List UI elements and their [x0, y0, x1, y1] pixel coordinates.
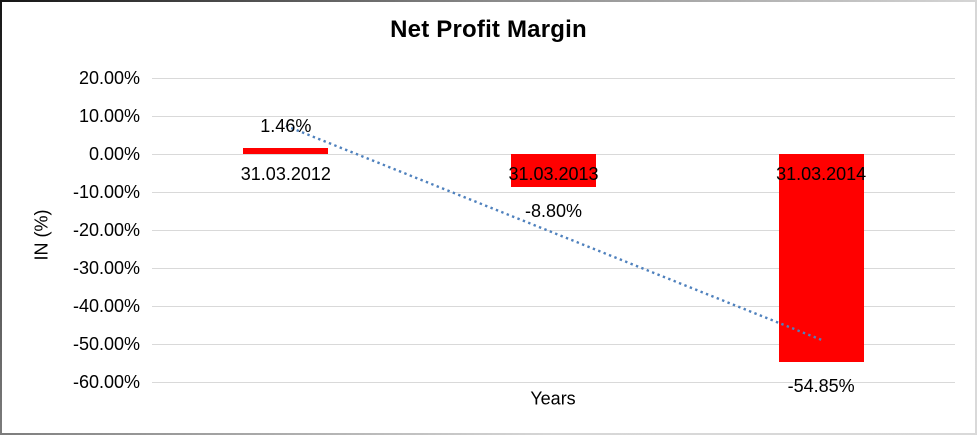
data-label: -8.80% [524, 201, 583, 222]
data-label: 1.46% [260, 116, 312, 137]
y-tick-label: 0.00% [88, 144, 140, 164]
category-label: 31.03.2013 [508, 164, 599, 184]
y-tick-label: 10.00% [78, 106, 140, 126]
gridline [152, 382, 955, 383]
gridline [152, 344, 955, 345]
y-tick-label: -50.00% [72, 334, 140, 354]
chart-title: Net Profit Margin [390, 16, 587, 43]
gridline [152, 116, 955, 117]
gridline [152, 78, 955, 79]
bar [243, 148, 329, 154]
category-label: 31.03.2012 [240, 164, 331, 184]
data-label: -54.85% [787, 376, 855, 397]
y-tick-label: -10.00% [72, 182, 140, 202]
y-tick-label: -60.00% [72, 372, 140, 392]
y-tick-label: -30.00% [72, 258, 140, 278]
y-tick-label: 20.00% [78, 68, 140, 88]
x-axis-title: Years [530, 388, 576, 409]
bar [778, 154, 864, 363]
y-tick-label: -20.00% [72, 220, 140, 240]
y-tick-label: -40.00% [72, 296, 140, 316]
category-label: 31.03.2014 [776, 164, 867, 184]
